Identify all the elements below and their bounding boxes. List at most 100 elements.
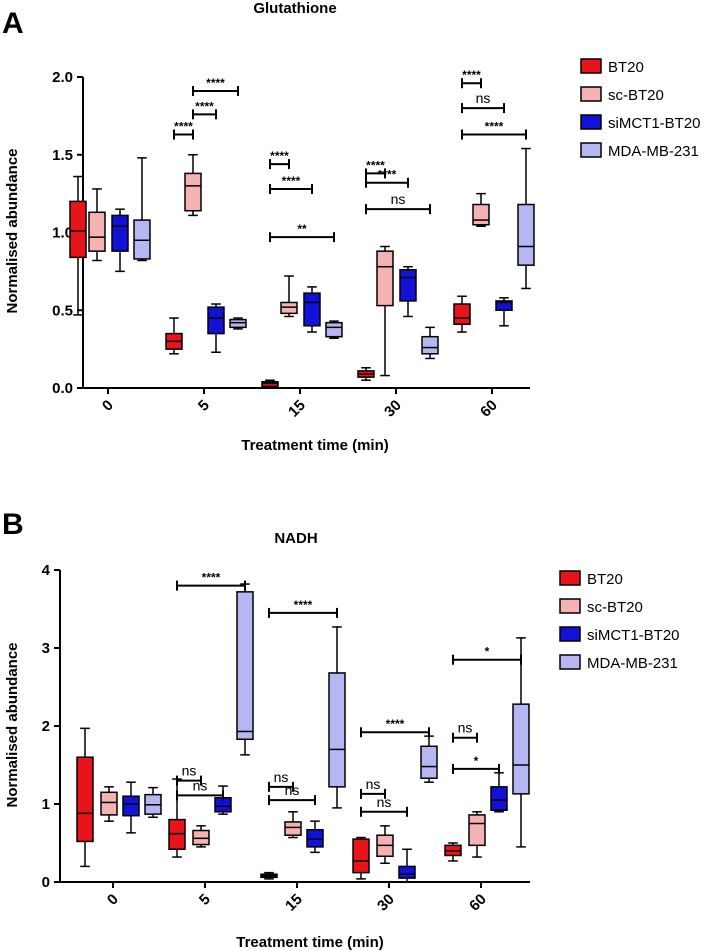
sig-label: ** (297, 222, 307, 236)
sig-label: ns (476, 90, 491, 106)
box-simct1-bt20 (122, 795, 140, 817)
panel-a-title: Glutathione (253, 0, 336, 17)
x-tick-label: 60 (466, 891, 490, 915)
y-tick-label: 3 (42, 640, 50, 657)
sig-label: * (485, 645, 490, 659)
legend-b: BT20 sc-BT20 siMCT1-BT20 MDA-MB-231 (559, 570, 680, 672)
sig-label: ns (193, 777, 208, 793)
sig-label: **** (174, 120, 193, 134)
box-sc-bt20 (376, 250, 394, 307)
panel-b-letter: B (2, 508, 24, 541)
box-simct1-bt20 (495, 300, 513, 312)
legend-a-label-bt20: BT20 (608, 59, 644, 76)
legend-a: BT20 sc-BT20 siMCT1-BT20 MDA-MB-231 (580, 58, 701, 160)
legend-a-swatch-sc-bt20 (580, 86, 602, 102)
box-simct1-bt20 (490, 786, 508, 811)
x-tick-label: 5 (196, 891, 214, 909)
box-sc-bt20 (468, 814, 486, 847)
box-sc-bt20 (88, 211, 106, 252)
box-mda-mb-231 (229, 318, 247, 329)
box-simct1-bt20 (306, 828, 324, 848)
sig-label: **** (386, 717, 405, 731)
box-mda-mb-231 (512, 703, 530, 795)
legend-a-swatch-simct1-bt20 (580, 114, 602, 130)
panel-b-ylabel: Normalised abundance (4, 642, 21, 807)
box-mda-mb-231 (421, 335, 439, 355)
legend-b-swatch-sc-bt20 (559, 598, 581, 614)
sig-label: **** (462, 68, 481, 82)
legend-b-label-bt20: BT20 (587, 571, 623, 588)
sig-label: **** (294, 598, 313, 612)
box-mda-mb-231 (328, 672, 346, 788)
box-simct1-bt20 (207, 306, 225, 335)
panel-b-title: NADH (274, 530, 317, 547)
legend-b-swatch-simct1-bt20 (559, 626, 581, 642)
sig-label: ns (458, 720, 473, 736)
sig-label: **** (485, 120, 504, 134)
x-tick-label: 0 (104, 891, 122, 909)
box-sc-bt20 (284, 821, 302, 836)
x-tick-label: 30 (381, 397, 405, 421)
legend-b-label-sc-bt20: sc-BT20 (587, 599, 643, 616)
box-bt20 (76, 756, 94, 843)
panel-a-xlabel: Treatment time (min) (241, 437, 389, 454)
box-sc-bt20 (472, 203, 490, 226)
panel-a-ylabel: Normalised abundance (4, 148, 21, 313)
y-tick-label: 2.0 (52, 69, 73, 86)
y-tick-label: 0 (42, 874, 50, 891)
box-sc-bt20 (184, 172, 202, 212)
legend-a-label-sc-bt20: sc-BT20 (608, 87, 664, 104)
sig-label: ns (274, 769, 289, 785)
sig-label: **** (378, 168, 397, 182)
y-tick-label: 2 (42, 718, 50, 735)
panel-a-letter: A (2, 7, 24, 40)
sig-label: ns (285, 782, 300, 798)
sig-label: ns (366, 776, 381, 792)
legend-a-label-mda-mb-231: MDA-MB-231 (608, 143, 699, 160)
y-tick-label: 1.5 (52, 147, 73, 164)
sig-label: **** (195, 99, 214, 113)
box-simct1-bt20 (398, 865, 416, 879)
box-bt20 (261, 381, 279, 388)
legend-a-label-simct1-bt20: siMCT1-BT20 (608, 115, 701, 132)
sig-label: **** (270, 149, 289, 163)
box-simct1-bt20 (303, 292, 321, 327)
x-tick-label: 15 (282, 891, 306, 915)
sig-label: ns (182, 763, 197, 779)
sig-label: **** (206, 76, 225, 90)
panel-b-xlabel: Treatment time (min) (236, 934, 384, 951)
legend-a-swatch-bt20 (580, 58, 602, 74)
box-bt20 (453, 303, 471, 325)
x-tick-label: 30 (374, 891, 398, 915)
box-bt20 (69, 200, 87, 259)
y-tick-label: 1 (42, 796, 50, 813)
legend-b-swatch-mda-mb-231 (559, 654, 581, 670)
plot-a: 0.00.51.01.52.00 5 15 30 60*****************… (52, 68, 535, 421)
box-mda-mb-231 (420, 745, 438, 780)
legend-a-swatch-mda-mb-231 (580, 142, 602, 158)
legend-b-label-simct1-bt20: siMCT1-BT20 (587, 627, 680, 644)
sig-label: * (474, 754, 479, 768)
x-tick-label: 60 (477, 397, 501, 421)
y-tick-label: 1.0 (52, 225, 73, 242)
box-sc-bt20 (100, 791, 118, 816)
box-mda-mb-231 (517, 203, 535, 266)
x-tick-label: 0 (99, 397, 117, 415)
y-tick-label: 0.0 (52, 380, 73, 397)
y-tick-label: 4 (42, 562, 51, 579)
box-sc-bt20 (280, 301, 298, 315)
box-mda-mb-231 (325, 321, 343, 338)
legend-b-swatch-bt20 (559, 570, 581, 586)
sig-label: **** (202, 571, 221, 585)
box-mda-mb-231 (133, 219, 151, 260)
box-bt20 (352, 838, 370, 874)
sig-label: ns (377, 794, 392, 810)
box-simct1-bt20 (111, 214, 129, 252)
sig-label: **** (282, 174, 301, 188)
box-mda-mb-231 (236, 591, 254, 741)
box-bt20 (168, 818, 186, 850)
sig-label: **** (366, 158, 385, 172)
box-simct1-bt20 (399, 269, 417, 302)
